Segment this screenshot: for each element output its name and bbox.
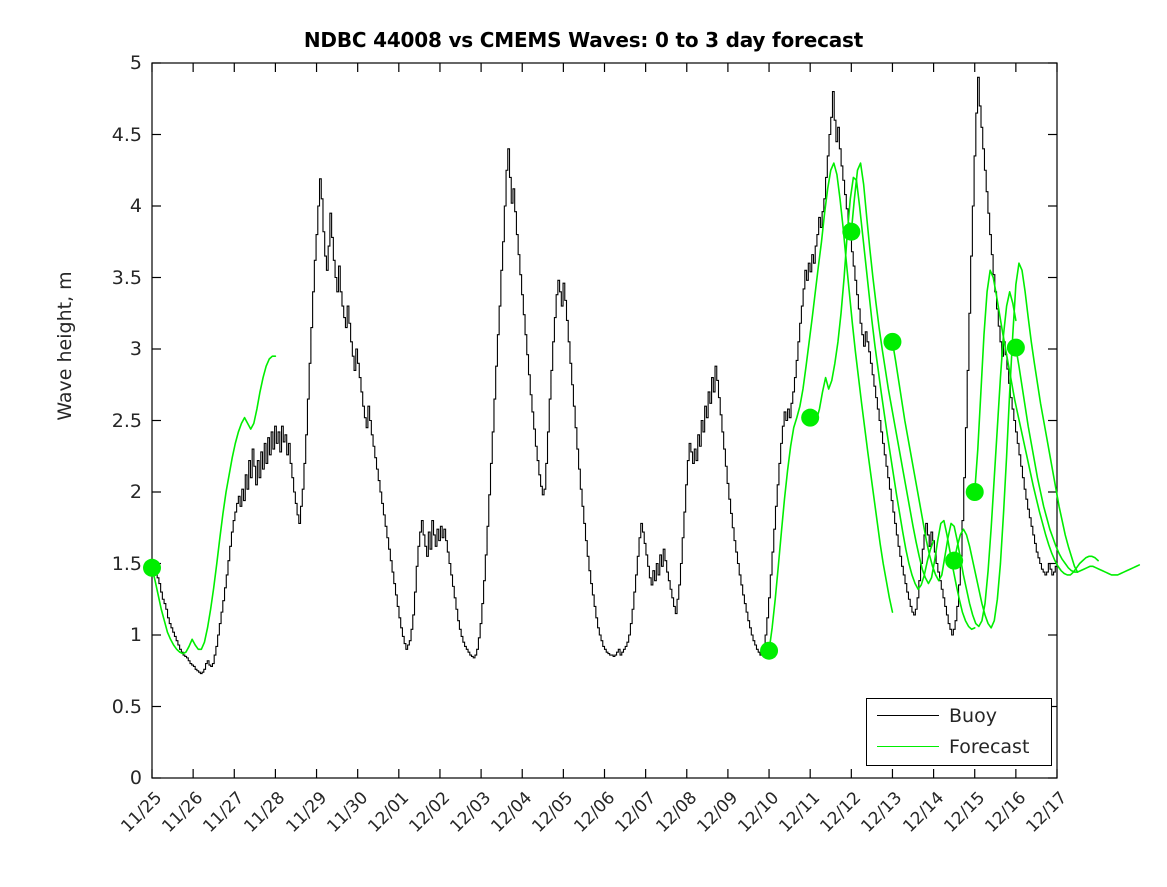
legend-item-buoy: Buoy xyxy=(867,699,1053,733)
legend-swatch-forecast xyxy=(877,746,939,747)
forecast-series xyxy=(151,162,1141,655)
y-tick-label: 1 xyxy=(129,624,142,646)
y-tick-label: 3.5 xyxy=(111,266,142,289)
y-axis-ticks: 0 0.5 1 1.5 2 2.5 3 3.5 4 4.5 5 xyxy=(80,0,142,875)
y-tick-label: 3 xyxy=(129,338,142,360)
y-tick-label: 4.5 xyxy=(111,123,142,146)
buoy-series xyxy=(152,76,1058,675)
y-tick-label: 0.5 xyxy=(111,695,142,718)
legend-item-forecast: Forecast xyxy=(867,730,1053,764)
y-tick-label: 1.5 xyxy=(111,552,142,575)
chart-title: NDBC 44008 vs CMEMS Waves: 0 to 3 day fo… xyxy=(303,28,864,52)
forecast-markers xyxy=(143,222,1025,660)
y-tick-label: 2 xyxy=(129,481,142,503)
legend-label-buoy: Buoy xyxy=(949,705,997,727)
y-tick-label: 2.5 xyxy=(111,409,142,432)
y-tick-label: 5 xyxy=(129,52,142,74)
legend-label-forecast: Forecast xyxy=(949,736,1030,758)
y-tick-label: 0 xyxy=(129,767,142,789)
legend-swatch-buoy xyxy=(877,715,939,716)
legend: Buoy Forecast xyxy=(866,698,1052,766)
y-tick-label: 4 xyxy=(129,195,142,217)
